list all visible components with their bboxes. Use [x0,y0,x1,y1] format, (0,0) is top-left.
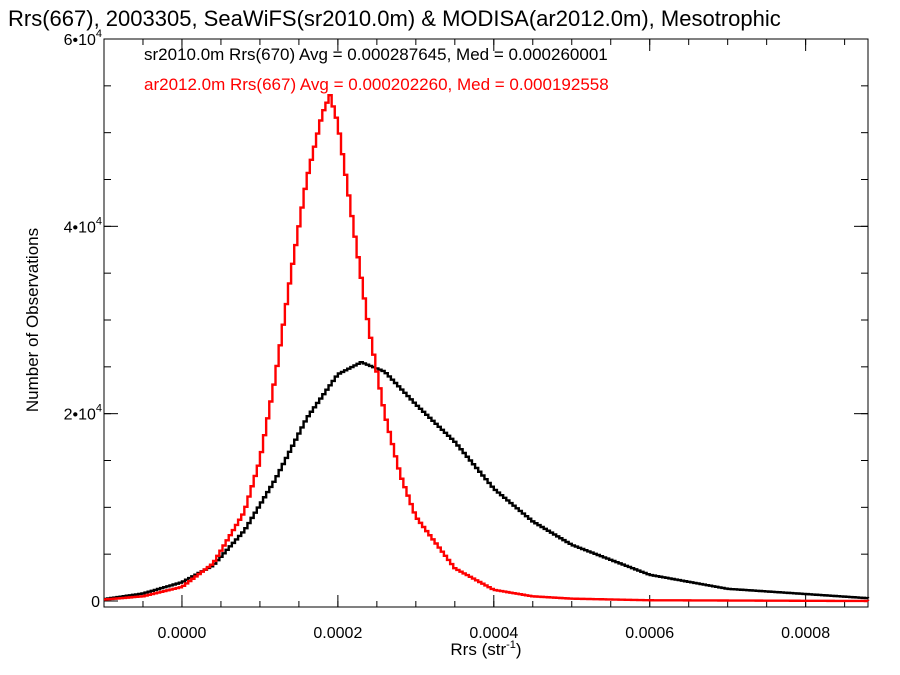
series-sr2010-histogram [104,360,870,601]
y-tick-label: 6•104 [64,28,102,49]
x-tick-label: 0.0000 [157,625,206,642]
y-tick-label: 0 [91,594,100,611]
x-tick-label: 0.0004 [469,625,518,642]
plot-area [103,38,869,608]
x-tick-label: 0.0008 [781,625,830,642]
x-axis-label: Rrs (str-1) [450,639,521,659]
legend-entry-1: sr2010.0m Rrs(670) Avg = 0.000287645, Me… [144,45,608,64]
x-tick-label: 0.0002 [313,625,362,642]
chart-title: Rrs(667), 2003305, SeaWiFS(sr2010.0m) & … [8,6,781,31]
y-axis-label: Number of Observations [23,228,42,412]
y-tick-label: 2•104 [64,403,102,424]
y-tick-label: 4•104 [64,215,102,236]
series-ar2012-histogram [104,94,870,603]
legend-entry-2: ar2012.0m Rrs(667) Avg = 0.000202260, Me… [144,75,609,94]
x-tick-label: 0.0006 [625,625,674,642]
y-axis: 0 2•104 4•104 6•104 [64,28,868,611]
x-axis: 0.0000 0.0002 0.0004 0.0006 0.0008 [103,39,846,642]
plot-frame [103,38,869,608]
series-layer [104,94,870,603]
